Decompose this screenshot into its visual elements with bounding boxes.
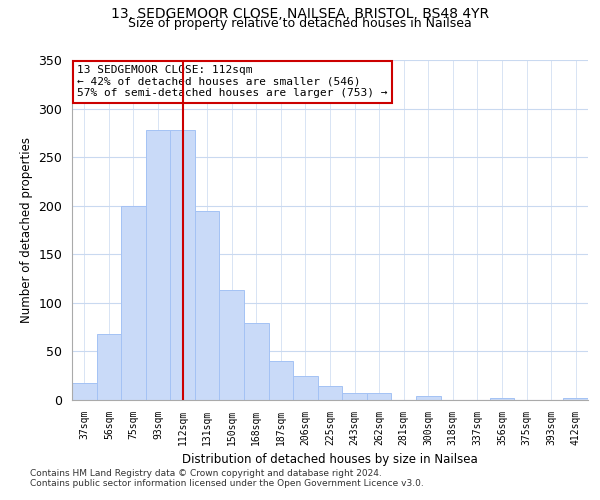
Bar [146,130,170,400]
Text: Contains public sector information licensed under the Open Government Licence v3: Contains public sector information licen… [30,478,424,488]
Text: Size of property relative to detached houses in Nailsea: Size of property relative to detached ho… [128,18,472,30]
Text: Contains HM Land Registry data © Crown copyright and database right 2024.: Contains HM Land Registry data © Crown c… [30,468,382,477]
Bar [170,130,195,400]
Bar [195,210,220,400]
Bar [97,334,121,400]
Bar [269,361,293,400]
Bar [318,386,342,400]
Bar [563,398,588,400]
Bar [244,324,269,400]
Bar [342,393,367,400]
Bar [220,290,244,400]
Bar [293,376,318,400]
Bar [367,393,391,400]
X-axis label: Distribution of detached houses by size in Nailsea: Distribution of detached houses by size … [182,454,478,466]
Bar [490,398,514,400]
Text: 13, SEDGEMOOR CLOSE, NAILSEA, BRISTOL, BS48 4YR: 13, SEDGEMOOR CLOSE, NAILSEA, BRISTOL, B… [111,8,489,22]
Text: 13 SEDGEMOOR CLOSE: 112sqm
← 42% of detached houses are smaller (546)
57% of sem: 13 SEDGEMOOR CLOSE: 112sqm ← 42% of deta… [77,65,388,98]
Bar [416,396,440,400]
Bar [121,206,146,400]
Bar [72,382,97,400]
Y-axis label: Number of detached properties: Number of detached properties [20,137,33,323]
